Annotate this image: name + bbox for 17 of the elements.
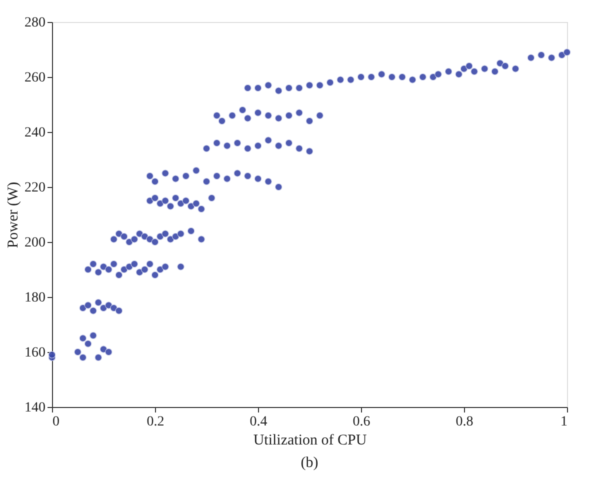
- x-tick-label: 0.8: [456, 414, 474, 430]
- y-tick-label: 220: [24, 180, 46, 196]
- y-tick-label: 160: [24, 346, 46, 360]
- x-tick-label: 0.2: [146, 414, 164, 430]
- y-tick-label: 260: [24, 70, 46, 86]
- y-tick-label: 280: [24, 16, 46, 30]
- x-tick-label: 0.4: [250, 414, 268, 430]
- x-tick-label: 1: [560, 414, 568, 430]
- text: (b): [300, 455, 318, 471]
- y-tick-label: 180: [24, 290, 46, 306]
- y-tick-label: 140: [24, 400, 46, 416]
- x-tick-label: 0: [52, 414, 60, 430]
- y-axis-title: Power (W): [6, 182, 22, 248]
- y-tick-label: 240: [24, 126, 46, 140]
- x-axis-title: Utilization of CPU: [253, 432, 367, 448]
- x-tick-label: 0.6: [352, 414, 370, 430]
- y-tick-label: 200: [24, 236, 46, 250]
